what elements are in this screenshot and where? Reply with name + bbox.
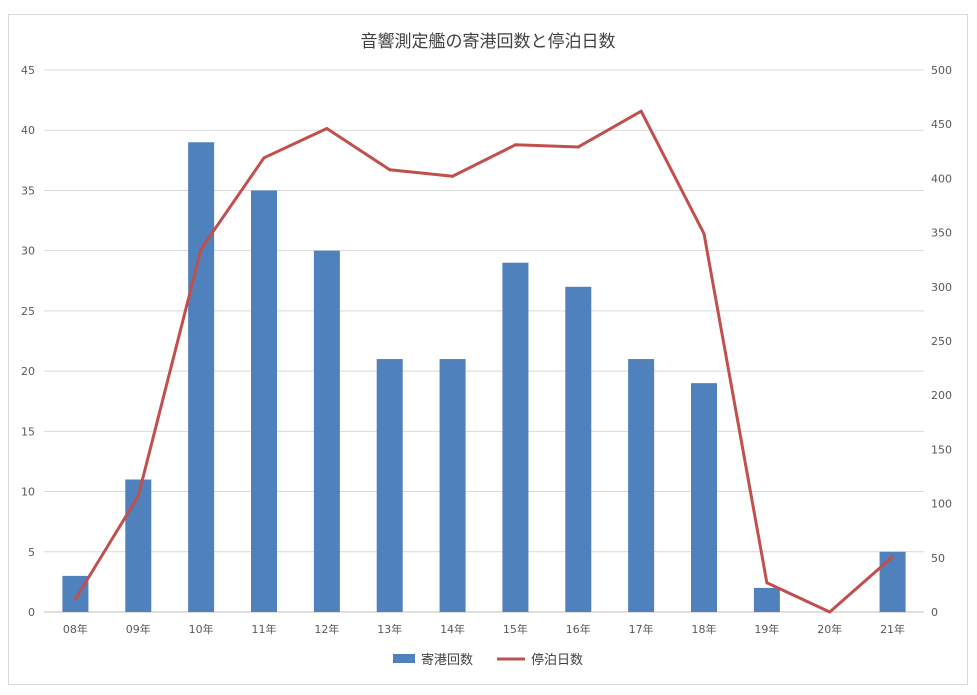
bar (125, 479, 152, 612)
left-tick-label: 45 (21, 64, 35, 77)
bar (439, 359, 466, 612)
line-point (388, 168, 392, 172)
right-tick-label: 50 (931, 552, 945, 565)
bar (565, 286, 592, 612)
right-axis: 0 50 100 150 200 250 300 350 400 450 500 (931, 64, 952, 619)
bar (313, 250, 340, 612)
right-tick-label: 300 (931, 281, 952, 294)
line-point (136, 494, 140, 498)
chart-title: 音響測定艦の寄港回数と停泊日数 (361, 32, 616, 52)
right-tick-label: 250 (931, 335, 952, 348)
x-tick-label: 20年 (817, 622, 842, 636)
x-tick-label: 11年 (252, 622, 277, 636)
line-point (199, 247, 203, 251)
gridlines (44, 69, 924, 613)
bar (879, 551, 906, 612)
right-tick-label: 450 (931, 118, 952, 131)
left-tick-label: 20 (21, 365, 35, 378)
x-tick-label: 08年 (63, 622, 88, 636)
line-point (891, 555, 895, 559)
bar (502, 262, 529, 612)
bar (188, 142, 215, 612)
left-tick-label: 40 (21, 124, 35, 137)
right-tick-label: 0 (931, 606, 938, 619)
legend-line-label: 停泊日数 (531, 652, 583, 668)
right-tick-label: 400 (931, 172, 952, 185)
left-tick-label: 0 (28, 606, 35, 619)
legend-bar-label: 寄港回数 (421, 652, 473, 668)
x-tick-label: 16年 (566, 622, 591, 636)
series-line (74, 109, 894, 614)
bar (376, 359, 403, 612)
left-tick-label: 35 (21, 184, 35, 197)
x-tick-label: 13年 (377, 622, 402, 636)
bar (753, 587, 780, 612)
legend: 寄港回数 停泊日数 (393, 652, 583, 668)
line-point (639, 109, 643, 113)
right-tick-label: 350 (931, 227, 952, 240)
left-tick-label: 15 (21, 425, 35, 438)
line-series (73, 109, 895, 614)
line-point (828, 610, 832, 614)
bar (62, 575, 89, 612)
right-tick-label: 100 (931, 498, 952, 511)
chart-frame (8, 14, 968, 685)
x-tick-label: 14年 (440, 622, 465, 636)
right-tick-label: 500 (931, 64, 952, 77)
right-tick-label: 200 (931, 389, 952, 402)
left-axis: 0 5 10 15 20 25 30 35 40 45 (21, 64, 35, 619)
x-tick-label: 21年 (880, 622, 905, 636)
line-point (702, 232, 706, 236)
right-tick-label: 150 (931, 443, 952, 456)
x-tick-label: 19年 (754, 622, 779, 636)
left-tick-label: 5 (28, 546, 35, 559)
x-tick-label: 09年 (126, 622, 151, 636)
x-tick-label: 18年 (692, 622, 717, 636)
x-axis: 08年 09年 10年 11年 12年 13年 14年 15年 16年 17年 18年 19年 20年 2… (63, 622, 905, 636)
legend-bar-swatch (393, 654, 415, 663)
left-tick-label: 10 (21, 486, 35, 499)
line-point (513, 143, 517, 147)
bar (628, 359, 655, 612)
line-point (576, 145, 580, 149)
line-point (451, 174, 455, 178)
left-tick-label: 30 (21, 245, 35, 258)
x-tick-label: 10年 (189, 622, 214, 636)
line-point (73, 597, 77, 601)
x-tick-label: 17年 (629, 622, 654, 636)
line-point (325, 127, 329, 131)
x-tick-label: 15年 (503, 622, 528, 636)
x-tick-label: 12年 (314, 622, 339, 636)
left-tick-label: 25 (21, 305, 35, 318)
line-point (765, 581, 769, 585)
bar (251, 190, 277, 612)
bar-series (62, 142, 906, 612)
line-point (262, 156, 266, 160)
bar (691, 383, 717, 612)
